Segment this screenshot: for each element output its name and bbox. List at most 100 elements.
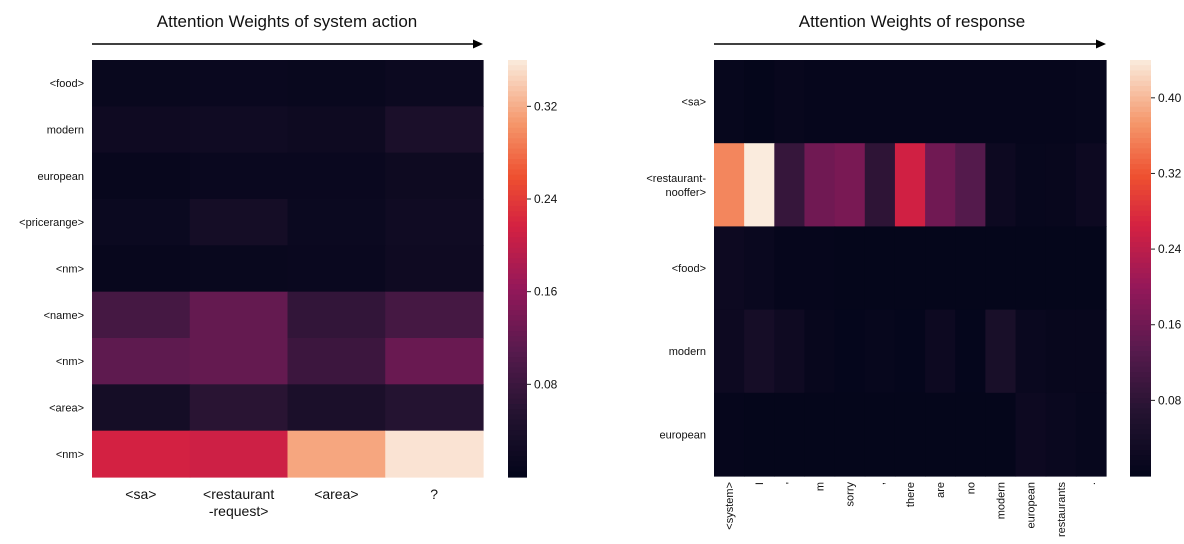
colorbar-segment [1130, 80, 1151, 87]
y-tick-label: european [660, 429, 707, 441]
colorbar-segment [1130, 242, 1151, 248]
title-arrow-head [473, 39, 483, 49]
colorbar-segment [508, 383, 527, 389]
colorbar-segment [1130, 117, 1151, 123]
heatmap-cell [92, 152, 191, 200]
colorbar-segment [1130, 283, 1151, 290]
colorbar-segment [508, 117, 527, 124]
heatmap-cell [864, 143, 896, 227]
colorbar-segment [508, 221, 527, 228]
colorbar-segment [1130, 330, 1151, 337]
colorbar-segment [1130, 387, 1151, 394]
heatmap-cell [714, 309, 745, 394]
colorbar-segment [1130, 86, 1151, 92]
colorbar-segment [1130, 356, 1151, 363]
colorbar-segment [1130, 143, 1151, 149]
colorbar-segment [508, 132, 527, 139]
heatmap-cell [714, 392, 745, 477]
heatmap-cell [92, 245, 191, 293]
colorbar-segment [508, 331, 527, 337]
heatmap-cell [955, 392, 986, 477]
heatmap-cell [985, 226, 1017, 311]
y-tick-label: european [38, 171, 85, 183]
colorbar-segment [1130, 288, 1151, 295]
heatmap-cell [1075, 143, 1107, 227]
colorbar-segment [1130, 184, 1151, 191]
colorbar-tick-label: 0.24 [534, 192, 558, 206]
heatmap-cell [804, 143, 836, 227]
colorbar-segment [508, 190, 527, 197]
colorbar-segment [1130, 112, 1151, 118]
heatmap-cell [1045, 143, 1077, 227]
heatmap-cell [1075, 309, 1107, 394]
colorbar-segment [1130, 455, 1151, 461]
heatmap-cell [385, 338, 484, 385]
colorbar-segment [508, 440, 527, 447]
colorbar-segment [508, 357, 527, 363]
colorbar-tick-label: 0.32 [534, 99, 558, 113]
heatmap-cell [1075, 392, 1107, 477]
colorbar-segment [508, 153, 527, 160]
colorbar-segment [1130, 346, 1151, 352]
colorbar-segment [508, 456, 527, 462]
heatmap-cell [92, 430, 191, 478]
heatmap-cell [92, 60, 191, 107]
x-tick-label: <area> [314, 486, 358, 502]
colorbar-segment [508, 346, 527, 353]
heatmap-cell [864, 309, 896, 394]
heatmap-cell [985, 309, 1017, 394]
heatmap-cell [925, 143, 956, 227]
y-tick-label: modern [669, 346, 706, 358]
colorbar-segment [508, 80, 527, 87]
heatmap-cell [287, 60, 386, 107]
heatmap-cell [1015, 60, 1047, 144]
heatmap-cell [189, 291, 289, 339]
x-tick-label: there [905, 482, 917, 507]
heatmap-cell [287, 106, 386, 154]
chart-2-title: Attention Weights of response [798, 12, 1026, 31]
colorbar-segment [1130, 153, 1151, 160]
heatmap-cell [925, 309, 956, 394]
colorbar-segment [508, 273, 527, 280]
colorbar-segment [1130, 91, 1151, 97]
heatmap-cell [189, 199, 289, 246]
colorbar-segment [508, 195, 527, 202]
heatmap-cell [804, 226, 836, 311]
colorbar-segment [508, 205, 527, 212]
heatmap-cell [774, 309, 806, 394]
heatmap-cell [714, 60, 745, 144]
colorbar-segment [1130, 403, 1151, 409]
colorbar-segment [1130, 122, 1151, 129]
heatmap-cell [287, 291, 386, 339]
heatmap-cell [189, 384, 289, 432]
colorbar-segment [1130, 148, 1151, 155]
x-tick-label: ' [784, 482, 796, 484]
colorbar-segment [1130, 205, 1151, 212]
heatmap-cell [834, 309, 866, 394]
y-tick-label: modern [47, 125, 84, 137]
heatmap-cell [774, 392, 806, 477]
colorbar-segment [508, 169, 527, 176]
colorbar-tick-label: 0.16 [534, 285, 558, 299]
heatmap-cell [894, 392, 926, 477]
colorbar-segment [1130, 195, 1151, 201]
colorbar-segment [1130, 257, 1151, 264]
colorbar-segment [508, 461, 527, 468]
heatmap-cell [385, 60, 484, 107]
colorbar-segment [508, 200, 527, 207]
colorbar-tick-label: 0.08 [534, 377, 558, 391]
y-tick-label: <nm> [56, 264, 84, 276]
colorbar-segment [508, 336, 527, 343]
colorbar-segment [508, 430, 527, 436]
colorbar-segment [508, 258, 527, 264]
x-tick-label: , [875, 482, 887, 485]
colorbar-segment [508, 315, 527, 322]
colorbar-segment [1130, 309, 1151, 316]
x-tick-label: <system> [724, 482, 736, 530]
heatmap-cell [1015, 226, 1047, 311]
colorbar-segment [1130, 418, 1151, 425]
heatmap-cell [385, 152, 484, 200]
colorbar-segment [508, 91, 527, 98]
heatmap-cell [92, 291, 191, 339]
